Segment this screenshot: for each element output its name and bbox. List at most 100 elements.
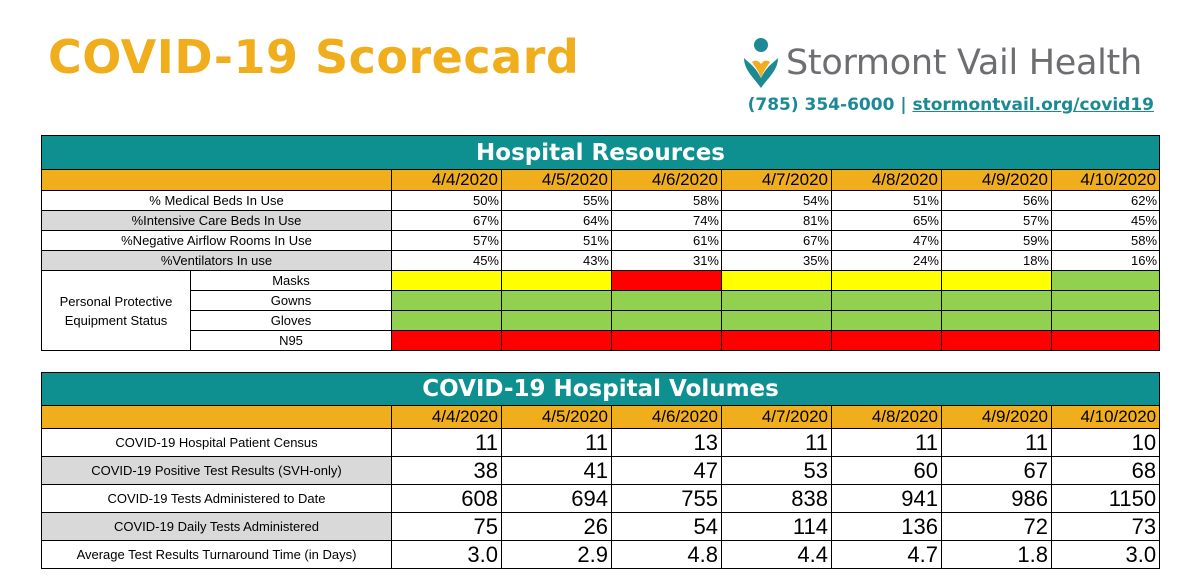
table-cell: 38 (391, 456, 502, 485)
table-cell: 24% (831, 250, 942, 271)
table-cell: 67% (391, 210, 502, 231)
table-cell: 26 (501, 512, 612, 541)
table-cell: 54 (611, 512, 722, 541)
row-label: COVID-19 Tests Administered to Date (41, 484, 392, 513)
table-row: %Ventilators In use 45% 43% 31% 35% 24% … (41, 250, 1161, 271)
table-cell: 2.9 (501, 540, 612, 569)
table-cell: 35% (721, 250, 832, 271)
table-cell: 11 (941, 428, 1052, 457)
table-cell: 53 (721, 456, 832, 485)
ppe-status-cell (391, 330, 502, 351)
table-cell: 941 (831, 484, 942, 513)
ppe-item-label: Gowns (190, 290, 392, 311)
table-cell: 838 (721, 484, 832, 513)
row-label: %Negative Airflow Rooms In Use (41, 230, 392, 251)
ppe-status-cell (611, 330, 722, 351)
table-cell: 4.4 (721, 540, 832, 569)
date-header: 4/4/2020 (391, 405, 502, 429)
ppe-status-cell (391, 290, 502, 311)
table-cell: 58% (611, 190, 722, 211)
table-row: % Medical Beds In Use 50% 55% 58% 54% 51… (41, 190, 1161, 211)
ppe-status-cell (611, 310, 722, 331)
ppe-status-cell (611, 290, 722, 311)
ppe-label-line: Equipment Status (64, 312, 168, 328)
table-cell: 47 (611, 456, 722, 485)
table-cell: 45% (1050, 210, 1161, 231)
table-row: Average Test Results Turnaround Time (in… (41, 540, 1161, 569)
row-label: Average Test Results Turnaround Time (in… (41, 540, 392, 569)
ppe-group-label: Personal Protective Equipment Status (41, 270, 191, 351)
table-cell: 3.0 (1050, 540, 1161, 569)
date-header: 4/5/2020 (501, 169, 612, 191)
table-cell: 4.8 (611, 540, 722, 569)
ppe-status-cell (1050, 330, 1161, 351)
covid-info-link[interactable]: stormontvail.org/covid19 (912, 95, 1154, 115)
contact-info: (785) 354-6000 | stormontvail.org/covid1… (748, 95, 1154, 115)
separator: | (900, 95, 907, 115)
table-cell: 64% (501, 210, 612, 231)
date-header: 4/5/2020 (501, 405, 612, 429)
ppe-status-cell (831, 310, 942, 331)
row-label: COVID-19 Hospital Patient Census (41, 428, 392, 457)
table-cell: 11 (391, 428, 502, 457)
table-cell: 60 (831, 456, 942, 485)
date-header: 4/8/2020 (831, 169, 942, 191)
ppe-item-label: Gloves (190, 310, 392, 331)
date-header: 4/7/2020 (721, 405, 832, 429)
hospital-volumes-table: COVID-19 Hospital Volumes 4/4/2020 4/5/2… (40, 372, 1161, 569)
table-cell: 114 (721, 512, 832, 541)
table-cell: 3.0 (391, 540, 502, 569)
table-cell: 1150 (1050, 484, 1161, 513)
table-cell: 986 (941, 484, 1052, 513)
date-header: 4/4/2020 (391, 169, 502, 191)
table-cell: 45% (391, 250, 502, 271)
table-cell: 136 (831, 512, 942, 541)
table-cell: 1.8 (941, 540, 1052, 569)
date-header: 4/8/2020 (831, 405, 942, 429)
ppe-status-cell (721, 270, 832, 291)
date-header-row: 4/4/2020 4/5/2020 4/6/2020 4/7/2020 4/8/… (41, 169, 1161, 191)
table-cell: 47% (831, 230, 942, 251)
hospital-volumes-title: COVID-19 Hospital Volumes (40, 372, 1161, 406)
ppe-label-line: Personal Protective (59, 293, 173, 309)
ppe-status-cell (501, 330, 612, 351)
hospital-resources-title: Hospital Resources (40, 135, 1161, 170)
hospital-resources-table: Hospital Resources 4/4/2020 4/5/2020 4/6… (40, 135, 1161, 351)
table-cell: 74% (611, 210, 722, 231)
row-label: %Ventilators In use (41, 250, 392, 271)
table-cell: 4.7 (831, 540, 942, 569)
ppe-status-cell (721, 310, 832, 331)
table-cell: 10 (1050, 428, 1161, 457)
table-cell: 51% (831, 190, 942, 211)
ppe-status-cell (831, 290, 942, 311)
ppe-status-cell (941, 290, 1052, 311)
ppe-status-cell (501, 290, 612, 311)
table-cell: 11 (831, 428, 942, 457)
ppe-status-cell (941, 330, 1052, 351)
ppe-status-cell (721, 290, 832, 311)
ppe-item-label: Masks (190, 270, 392, 291)
table-cell: 81% (721, 210, 832, 231)
table-cell: 72 (941, 512, 1052, 541)
table-cell: 68 (1050, 456, 1161, 485)
date-header: 4/10/2020 (1050, 169, 1161, 191)
date-header-blank (41, 169, 392, 191)
org-name: Stormont Vail Health (786, 43, 1142, 83)
table-cell: 608 (391, 484, 502, 513)
row-label: % Medical Beds In Use (41, 190, 392, 211)
table-cell: 51% (501, 230, 612, 251)
table-cell: 41 (501, 456, 612, 485)
table-cell: 57% (941, 210, 1052, 231)
table-cell: 11 (721, 428, 832, 457)
table-cell: 13 (611, 428, 722, 457)
row-label: %Intensive Care Beds In Use (41, 210, 392, 231)
table-cell: 62% (1050, 190, 1161, 211)
phone-number: (785) 354-6000 (747, 95, 895, 115)
stormont-vail-logo-icon (744, 38, 778, 88)
table-cell: 58% (1050, 230, 1161, 251)
row-label: COVID-19 Daily Tests Administered (41, 512, 392, 541)
ppe-status-cell (391, 270, 502, 291)
table-cell: 57% (391, 230, 502, 251)
ppe-status-cell (1050, 290, 1161, 311)
ppe-row: Gowns (42, 290, 1161, 311)
